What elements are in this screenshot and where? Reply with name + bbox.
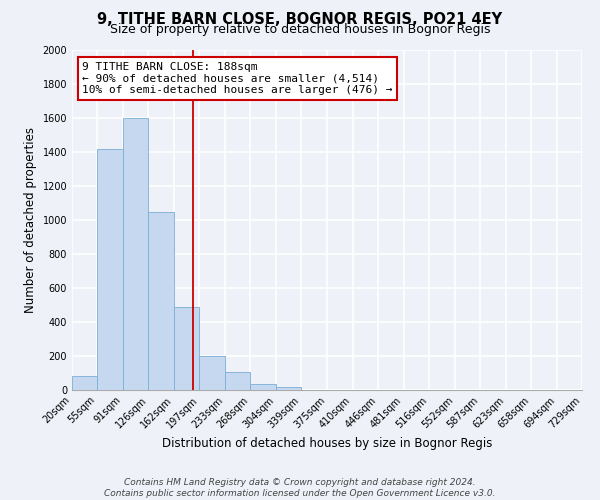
Bar bbox=[97, 150, 123, 390]
Text: Contains HM Land Registry data © Crown copyright and database right 2024.
Contai: Contains HM Land Registry data © Crown c… bbox=[104, 478, 496, 498]
X-axis label: Distribution of detached houses by size in Bognor Regis: Distribution of detached houses by size … bbox=[162, 437, 492, 450]
Text: Size of property relative to detached houses in Bognor Regis: Size of property relative to detached ho… bbox=[110, 22, 490, 36]
Bar bbox=[72, 376, 97, 390]
Bar bbox=[174, 306, 199, 390]
Bar bbox=[250, 384, 276, 390]
Bar bbox=[199, 356, 225, 390]
Bar bbox=[123, 118, 148, 390]
Text: 9 TITHE BARN CLOSE: 188sqm
← 90% of detached houses are smaller (4,514)
10% of s: 9 TITHE BARN CLOSE: 188sqm ← 90% of deta… bbox=[82, 62, 392, 95]
Text: 9, TITHE BARN CLOSE, BOGNOR REGIS, PO21 4EY: 9, TITHE BARN CLOSE, BOGNOR REGIS, PO21 … bbox=[97, 12, 503, 28]
Bar bbox=[276, 387, 301, 390]
Y-axis label: Number of detached properties: Number of detached properties bbox=[24, 127, 37, 313]
Bar bbox=[225, 372, 250, 390]
Bar bbox=[148, 212, 174, 390]
